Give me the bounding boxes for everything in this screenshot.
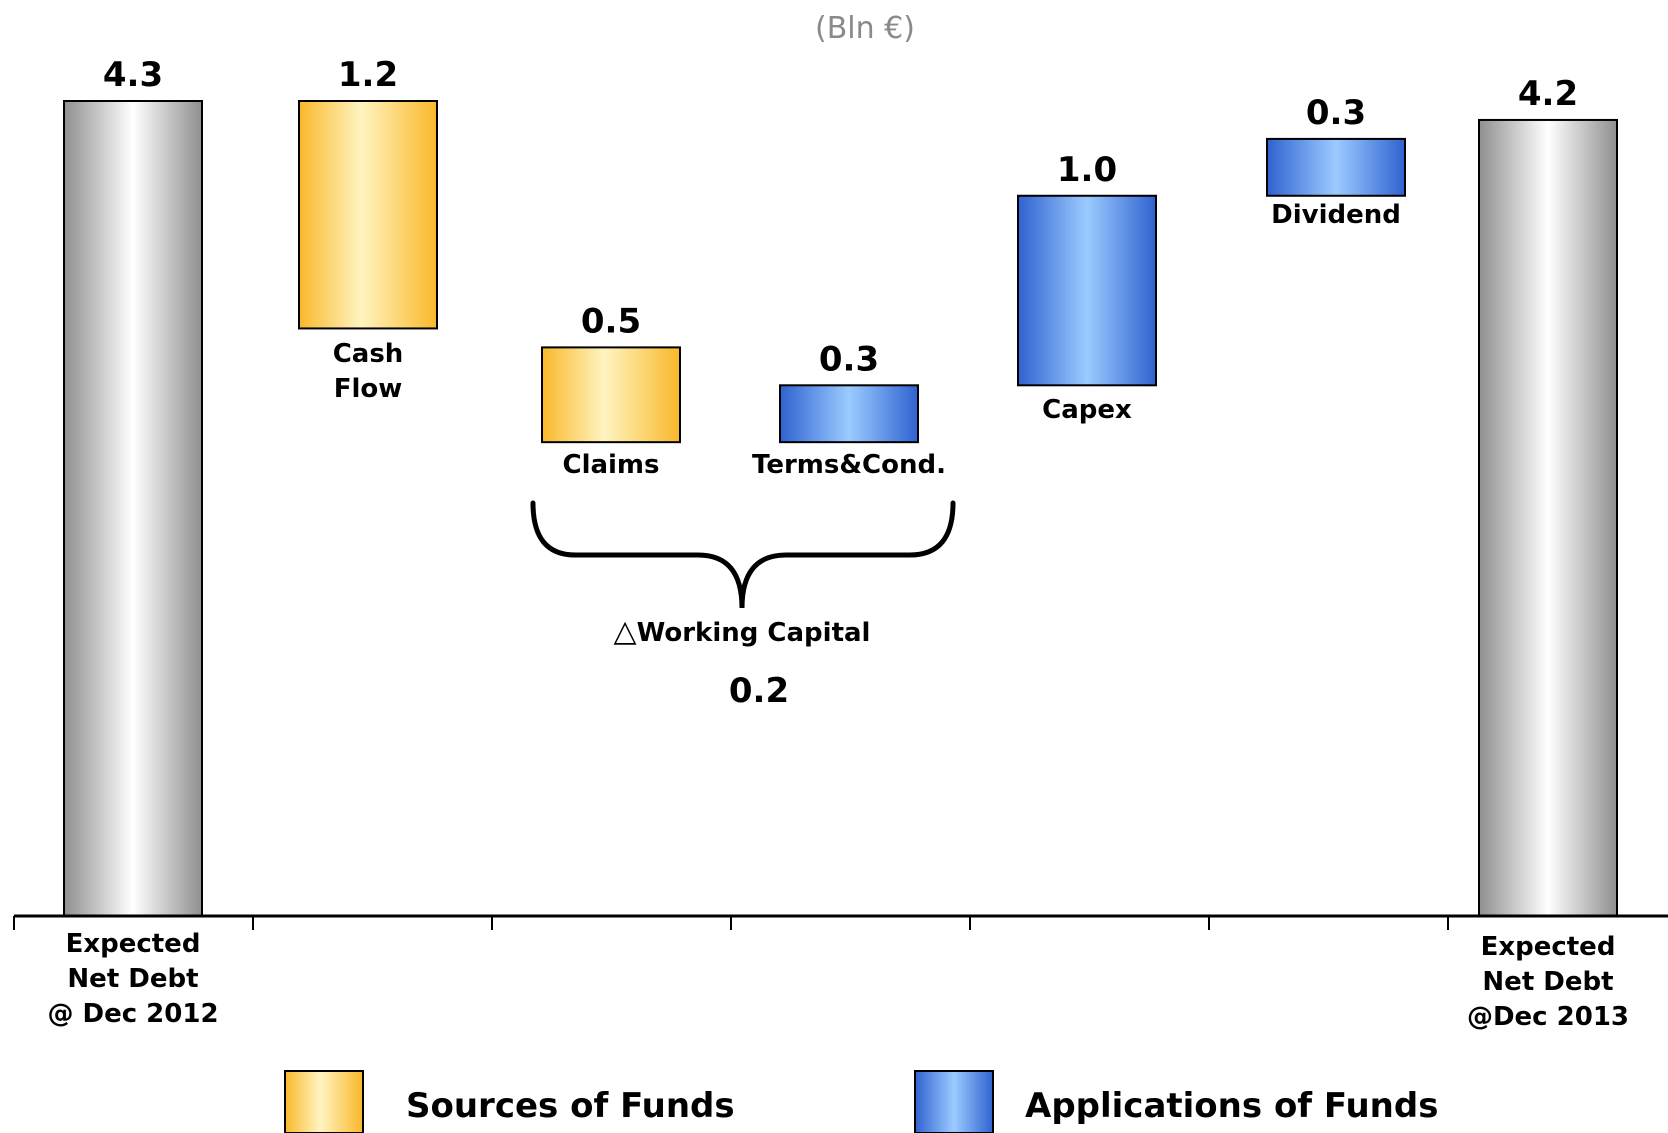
- unit-label: (Bln €): [815, 11, 915, 46]
- bar-6: [1478, 118, 1618, 917]
- category-label-line-6-1: Net Debt: [1482, 967, 1613, 997]
- category-label-3: Terms&Cond.: [752, 450, 946, 480]
- category-label-line-4-0: Capex: [1042, 395, 1132, 425]
- category-label-2: Claims: [562, 450, 659, 480]
- bar-value-label-0: 4.3: [103, 55, 163, 95]
- category-label-line-0-2: @ Dec 2012: [47, 999, 218, 1029]
- bar-2: [541, 346, 681, 444]
- category-label-line-2-0: Claims: [562, 450, 659, 480]
- working-capital-text: Working Capital: [637, 618, 871, 648]
- category-label-line-1-1: Flow: [334, 374, 403, 404]
- bar-value-label-4: 1.0: [1057, 150, 1117, 190]
- legend-swatch-applications: [914, 1070, 994, 1133]
- x-axis-ticks: [13, 916, 1449, 930]
- category-label-0: Expected Net Debt @ Dec 2012: [47, 929, 218, 1029]
- bar-value-label-1: 1.2: [338, 55, 398, 95]
- category-label-5: Dividend: [1271, 200, 1401, 230]
- category-label-1: Cash Flow: [333, 339, 404, 404]
- bar-value-label-5: 0.3: [1306, 93, 1366, 133]
- bar-value-label-6: 4.2: [1518, 74, 1578, 114]
- bar-value-label-2: 0.5: [581, 301, 641, 341]
- category-label-line-6-2: @Dec 2013: [1467, 1002, 1629, 1032]
- working-capital-value: 0.2: [729, 671, 789, 711]
- legend-swatch-sources: [284, 1070, 364, 1133]
- delta-symbol: △: [614, 614, 637, 649]
- category-label-line-0-0: Expected: [66, 929, 201, 959]
- category-label-line-3-0: Terms&Cond.: [752, 450, 946, 480]
- category-label-line-6-0: Expected: [1481, 932, 1616, 962]
- legend-label-sources: Sources of Funds: [406, 1086, 735, 1126]
- category-labels-layer: Expected Net Debt @ Dec 2012 Cash Flow Claims…: [47, 200, 1629, 1032]
- working-capital-brace: [530, 500, 956, 609]
- bar-value-label-3: 0.3: [819, 339, 879, 379]
- bar-4: [1017, 194, 1157, 387]
- bar-3: [779, 384, 919, 444]
- legend-label-applications: Applications of Funds: [1025, 1086, 1438, 1126]
- value-labels-layer: 4.3 1.2 0.5 0.3 1.0 0.3 4.2: [103, 55, 1578, 379]
- bar-0: [63, 100, 203, 917]
- category-label-4: Capex: [1042, 395, 1132, 425]
- category-label-line-5-0: Dividend: [1271, 200, 1401, 230]
- bar-1: [298, 100, 438, 330]
- category-label-line-0-1: Net Debt: [67, 964, 198, 994]
- bar-5: [1266, 137, 1406, 197]
- category-label-line-1-0: Cash: [333, 339, 404, 369]
- bars-layer: [63, 100, 1618, 917]
- category-label-6: Expected Net Debt @Dec 2013: [1467, 932, 1629, 1032]
- working-capital-label: △Working Capital: [614, 614, 871, 649]
